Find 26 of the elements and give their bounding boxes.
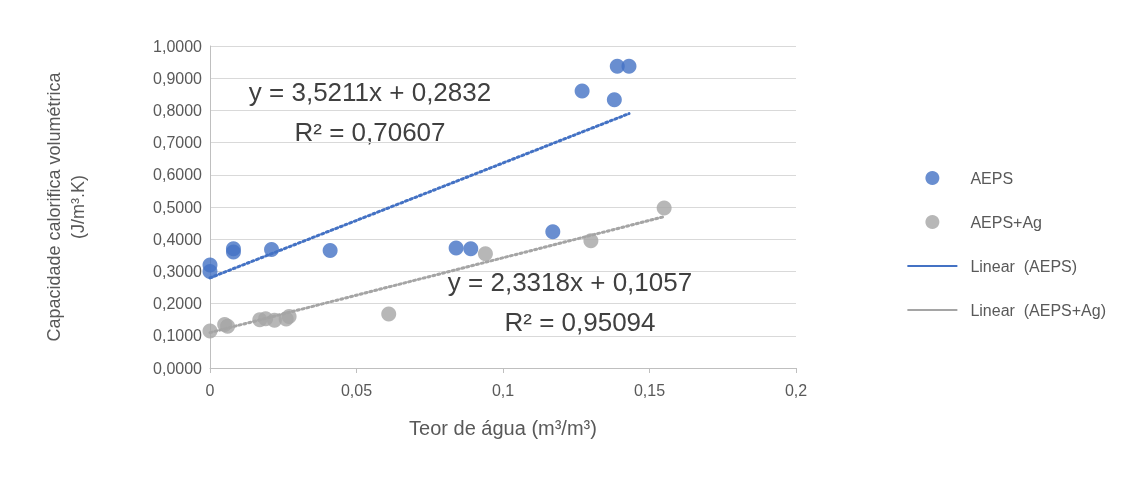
y-tick-label: 0,7000 — [153, 134, 203, 152]
x-tick-label: 0,1 — [491, 381, 515, 399]
y-tick-label: 0,9000 — [153, 69, 203, 87]
y-tick-label: 0,5000 — [153, 198, 203, 216]
x-tick-label: 0,05 — [340, 381, 373, 399]
x-tick-label: 0,15 — [633, 381, 666, 399]
x-axis-title: Teor de água (m³/m³) — [409, 417, 597, 439]
y-tick-label: 0,1000 — [153, 327, 203, 345]
y-tick-label: 0,3000 — [153, 262, 203, 280]
annotation: R² = 0,70607 — [294, 117, 446, 147]
y-tick-label: 0,4000 — [153, 230, 203, 248]
y-tick-label: 0,8000 — [153, 101, 203, 119]
x-tick-label: 0 — [205, 381, 215, 399]
legend-label: Linear (AEPS+Ag) — [970, 301, 1106, 319]
y-tick-label: 0,2000 — [153, 295, 203, 313]
annotation: R² = 0,95094 — [504, 307, 656, 337]
x-tick-label: 0,2 — [784, 381, 808, 399]
y-tick-label: 0,0000 — [153, 359, 203, 377]
legend-label: AEPS+Ag — [970, 213, 1042, 231]
legend-label: Linear (AEPS) — [970, 257, 1078, 275]
y-tick-label: 0,6000 — [153, 166, 203, 184]
annotation: y = 3,5211x + 0,2832 — [248, 77, 492, 107]
y-tick-label: 1,0000 — [153, 37, 203, 55]
y-axis-title: Capacidade calorifica volumétrica (J/m³.K) — [44, 71, 88, 342]
legend-label: AEPS — [970, 169, 1014, 187]
annotation: y = 2,3318x + 0,1057 — [447, 267, 693, 297]
